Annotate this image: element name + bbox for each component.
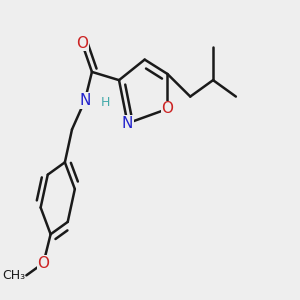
Text: O: O	[38, 256, 50, 271]
Text: N: N	[79, 93, 91, 108]
Text: O: O	[161, 101, 173, 116]
Text: H: H	[100, 96, 110, 109]
Text: N: N	[122, 116, 133, 131]
Text: O: O	[76, 36, 88, 51]
Text: CH₃: CH₃	[2, 269, 25, 282]
